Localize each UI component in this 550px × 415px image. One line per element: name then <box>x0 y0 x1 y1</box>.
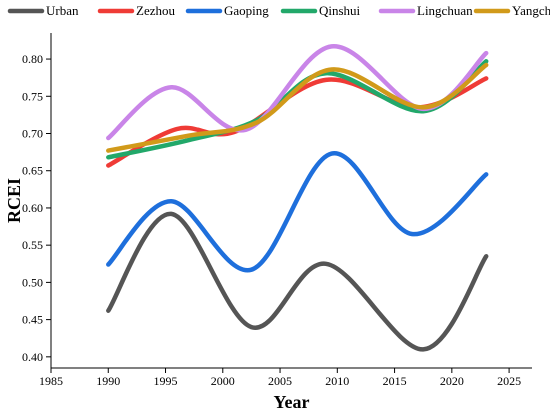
series-line-urban <box>106 211 489 352</box>
legend-label-urban: Urban <box>46 3 79 18</box>
legend-label-qinshui: Qinshui <box>319 3 361 18</box>
y-tick-label: 0.70 <box>22 127 43 141</box>
x-tick-label: 1995 <box>154 374 178 388</box>
series-line-gaoping <box>106 151 489 273</box>
series-line-yangcheng <box>106 62 489 153</box>
x-tick-label: 2015 <box>383 374 407 388</box>
legend-label-yangcheng: Yangcheng <box>512 3 550 18</box>
x-axis-title: Year <box>274 392 310 412</box>
chart-legend: Urban Zezhou Gaoping Qinshui Lingchuan Yangch… <box>7 3 550 18</box>
x-tick-label: 1985 <box>39 374 63 388</box>
x-tick-label: 1990 <box>96 374 120 388</box>
y-tick-label: 0.45 <box>22 313 43 327</box>
y-axis-title: RCEI <box>4 178 24 223</box>
y-tick-label: 0.50 <box>22 275 43 289</box>
legend-label-lingchuan: Lingchuan <box>417 3 473 18</box>
y-tick-label: 0.40 <box>22 350 43 364</box>
y-tick-label: 0.65 <box>22 164 43 178</box>
x-axis-ticks: 1985 1990 1995 2000 2005 2010 2015 2020 2025 <box>39 368 521 388</box>
x-tick-label: 2000 <box>211 374 235 388</box>
x-tick-label: 2020 <box>440 374 464 388</box>
legend-label-zezhou: Zezhou <box>136 3 175 18</box>
legend-label-gaoping: Gaoping <box>224 3 269 18</box>
y-tick-label: 0.80 <box>22 52 43 66</box>
x-tick-label: 2005 <box>268 374 292 388</box>
y-tick-label: 0.55 <box>22 238 43 252</box>
y-tick-label: 0.75 <box>22 89 43 103</box>
x-tick-label: 2025 <box>497 374 521 388</box>
y-tick-label: 0.60 <box>22 201 43 215</box>
y-axis-ticks: 0.40 0.45 0.50 0.55 0.60 0.65 0.70 0.75 0.80 <box>22 52 51 364</box>
series-layer <box>106 44 489 352</box>
x-tick-label: 2010 <box>325 374 349 388</box>
